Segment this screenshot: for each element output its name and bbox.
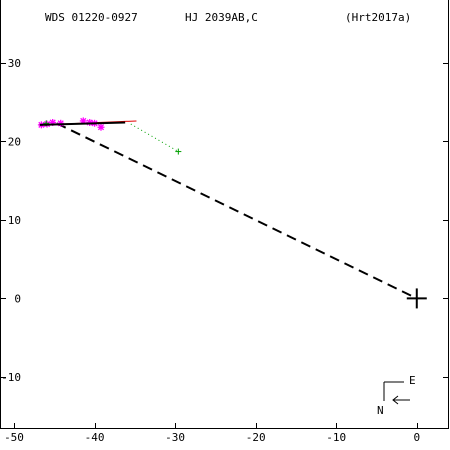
green-dotted-line: [130, 123, 179, 152]
magenta-star-point: [97, 123, 105, 131]
header-wds: WDS 01220-0927: [45, 11, 138, 24]
x-tick-label: -30: [165, 431, 185, 444]
header-name: HJ 2039AB,C: [185, 11, 258, 24]
y-tick-label: 10: [8, 214, 21, 227]
data-marks: [37, 117, 427, 309]
y-tick-label: 0: [14, 292, 21, 305]
y-tick-label: -10: [1, 371, 21, 384]
motion-arrow-icon: [392, 395, 410, 405]
x-tick-label: 0: [413, 431, 420, 444]
star-stroke: [97, 124, 105, 131]
x-tick-label: -10: [326, 431, 346, 444]
compass-north-label: N: [377, 404, 384, 417]
black-solid-line: [39, 121, 126, 126]
primary-star-marker: [406, 288, 427, 309]
x-tick-label: -40: [85, 431, 105, 444]
axis-ticks: [1, 63, 448, 428]
x-tick-labels: -50 -40 -30 -20 -10 0: [4, 431, 420, 444]
plot-frame: [0, 0, 449, 429]
x-tick-label: -50: [4, 431, 24, 444]
y-tick-label: 20: [8, 135, 21, 148]
compass-east-label: E: [409, 374, 416, 387]
header-ref: (Hrt2017a): [345, 11, 411, 24]
y-tick-label: 30: [8, 57, 21, 70]
y-tick-labels: -10 0 10 20 30: [1, 57, 21, 384]
x-tick-label: -20: [246, 431, 266, 444]
star-stroke: [80, 117, 87, 125]
black-dashed-line: [56, 122, 418, 300]
green-cross-point: [175, 148, 182, 155]
compass: E N: [377, 374, 416, 417]
